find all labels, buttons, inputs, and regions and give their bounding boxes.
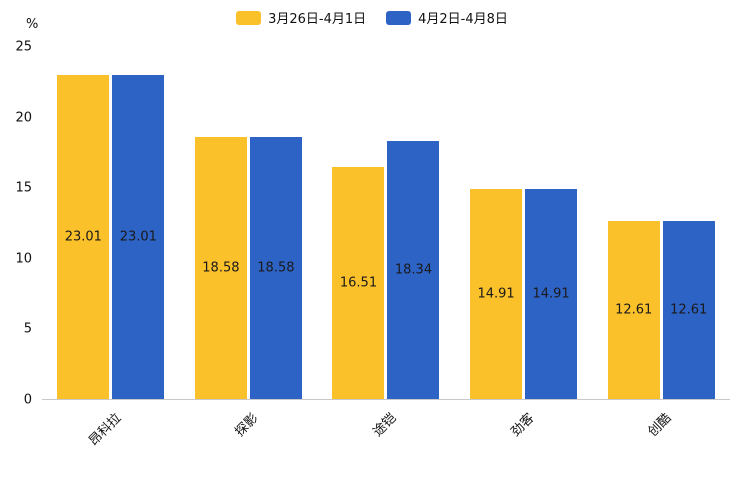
bar-value-label: 12.61: [670, 302, 708, 318]
y-tick-label: 20: [15, 110, 32, 126]
bar-value-label: 14.91: [477, 286, 515, 302]
bar[interactable]: 14.91: [525, 189, 578, 399]
y-axis-unit-label: %: [26, 17, 39, 32]
bar[interactable]: 18.58: [194, 137, 247, 399]
y-tick-label: 0: [23, 392, 32, 408]
bar-group: 12.61 12.61 创酷: [592, 47, 730, 440]
legend-label: 3月26日-4月1日: [268, 12, 367, 27]
bar-value-label: 12.61: [615, 302, 653, 318]
category-label: 途铠: [370, 410, 400, 440]
bar-value-label: 23.01: [119, 229, 157, 245]
y-tick-label: 15: [15, 180, 32, 196]
bar[interactable]: 12.61: [607, 221, 660, 399]
legend-item[interactable]: 4月2日-4月8日: [386, 8, 508, 27]
bar[interactable]: 23.01: [57, 75, 110, 399]
bar-value-label: 18.58: [202, 260, 240, 276]
category-label: 昂科拉: [86, 410, 125, 450]
bar-value-label: 16.51: [339, 275, 378, 291]
y-tick-label: 5: [23, 321, 32, 337]
y-axis: 0 5 10 15 20 25: [0, 41, 34, 407]
legend-item[interactable]: 3月26日-4月1日: [236, 8, 366, 27]
bar[interactable]: 14.91: [470, 189, 523, 399]
bar-value-label: 23.01: [64, 229, 102, 245]
chart-legend: 3月26日-4月1日 4月2日-4月8日: [0, 8, 744, 27]
bar[interactable]: 16.51: [332, 166, 385, 399]
bar-group: 14.91 14.91 劲客: [455, 47, 593, 440]
bar-value-label: 18.34: [394, 262, 433, 278]
bars-row: 23.01 23.01 昂科拉 18.58 18.58 探影 16.51 18.34 途铠 14.…: [42, 47, 730, 449]
bar[interactable]: 23.01: [112, 75, 165, 399]
bar-group: 16.51 18.34 途铠: [317, 47, 455, 440]
category-label: 创酷: [645, 410, 675, 440]
y-tick-label: 25: [15, 39, 32, 55]
plot-area: 23.01 23.01 昂科拉 18.58 18.58 探影 16.51 18.34 途铠 14.…: [42, 47, 730, 449]
legend-swatch-icon: [386, 10, 412, 25]
bar[interactable]: 12.61: [662, 221, 715, 399]
bar[interactable]: 18.34: [387, 140, 440, 399]
bar-group: 18.58 18.58 探影: [180, 47, 318, 440]
bar[interactable]: 18.58: [249, 137, 302, 399]
y-tick-label: 10: [15, 251, 32, 267]
legend-swatch-icon: [236, 10, 262, 25]
bar-value-label: 18.58: [257, 260, 295, 276]
bar-value-label: 14.91: [532, 286, 570, 302]
bar-group: 23.01 23.01 昂科拉: [42, 47, 180, 449]
legend-label: 4月2日-4月8日: [418, 12, 508, 27]
category-label: 探影: [232, 410, 262, 440]
category-label: 劲客: [508, 410, 538, 440]
